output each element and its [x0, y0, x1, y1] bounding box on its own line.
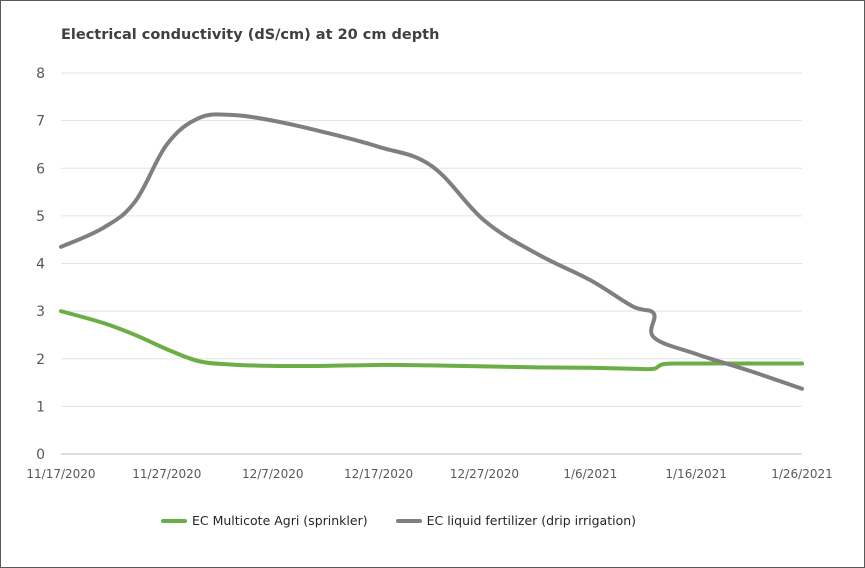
series-lines	[59, 112, 804, 391]
y-tick-label: 6	[36, 161, 45, 177]
legend-label-sprinkler: EC Multicote Agri (sprinkler)	[192, 513, 368, 528]
legend-item-sprinkler: EC Multicote Agri (sprinkler)	[161, 513, 368, 528]
y-tick-label: 7	[36, 114, 45, 130]
y-axis-ticks: 0 1 2 3 4 5 6 7 8	[36, 66, 45, 463]
series-line-drip	[59, 112, 804, 391]
gridlines	[61, 72, 802, 455]
series-line-sprinkler	[59, 309, 804, 372]
legend: EC Multicote Agri (sprinkler) EC liquid …	[161, 513, 664, 528]
x-tick-label: 11/27/2020	[132, 467, 201, 481]
y-tick-label: 2	[36, 352, 45, 368]
y-tick-label: 4	[36, 257, 45, 273]
legend-swatch-drip	[395, 518, 422, 523]
x-axis-ticks: 11/17/2020 11/27/2020 12/7/2020 12/17/2020 1…	[26, 467, 832, 481]
y-tick-label: 5	[36, 209, 45, 225]
x-tick-label: 12/17/2020	[344, 467, 413, 481]
y-tick-label: 3	[36, 304, 45, 320]
x-tick-label: 1/26/2021	[771, 467, 833, 481]
x-tick-label: 12/27/2020	[450, 467, 519, 481]
y-tick-label: 8	[36, 66, 45, 82]
legend-label-drip: EC liquid fertilizer (drip irrigation)	[426, 513, 637, 528]
legend-swatch-sprinkler	[161, 518, 187, 523]
legend-item-drip: EC liquid fertilizer (drip irrigation)	[395, 513, 637, 528]
y-tick-label: 0	[36, 447, 45, 463]
y-tick-label: 1	[36, 399, 45, 415]
x-tick-label: 12/7/2020	[242, 467, 304, 481]
x-tick-label: 1/6/2021	[563, 467, 617, 481]
chart-title: Electrical conductivity (dS/cm) at 20 cm…	[61, 27, 440, 43]
x-tick-label: 1/16/2021	[665, 467, 727, 481]
x-tick-label: 11/17/2020	[26, 467, 95, 481]
